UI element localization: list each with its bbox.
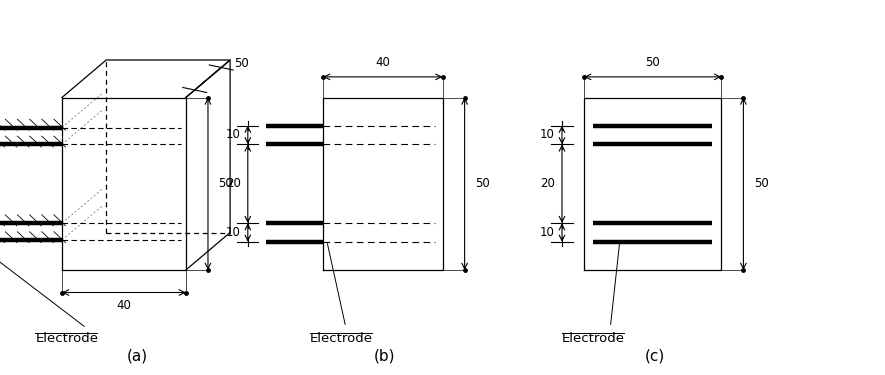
Text: (b): (b) xyxy=(374,349,396,364)
Text: 40: 40 xyxy=(375,56,390,69)
Text: Electrode: Electrode xyxy=(562,332,625,345)
Text: 50: 50 xyxy=(235,57,250,70)
Text: 10: 10 xyxy=(226,226,241,239)
Text: 10: 10 xyxy=(226,129,241,141)
Text: 40: 40 xyxy=(117,299,131,312)
Text: 50: 50 xyxy=(475,177,490,190)
Text: (a): (a) xyxy=(127,349,148,364)
Text: (c): (c) xyxy=(645,349,665,364)
Text: Electrode: Electrode xyxy=(310,332,373,345)
Text: 10: 10 xyxy=(540,129,555,141)
Text: 10: 10 xyxy=(540,226,555,239)
Text: 50: 50 xyxy=(754,177,769,190)
Text: 20: 20 xyxy=(226,177,241,190)
Text: 50: 50 xyxy=(645,56,660,69)
Text: Electrode: Electrode xyxy=(35,332,98,345)
Text: 50: 50 xyxy=(219,177,234,190)
Text: 20: 20 xyxy=(540,177,555,190)
